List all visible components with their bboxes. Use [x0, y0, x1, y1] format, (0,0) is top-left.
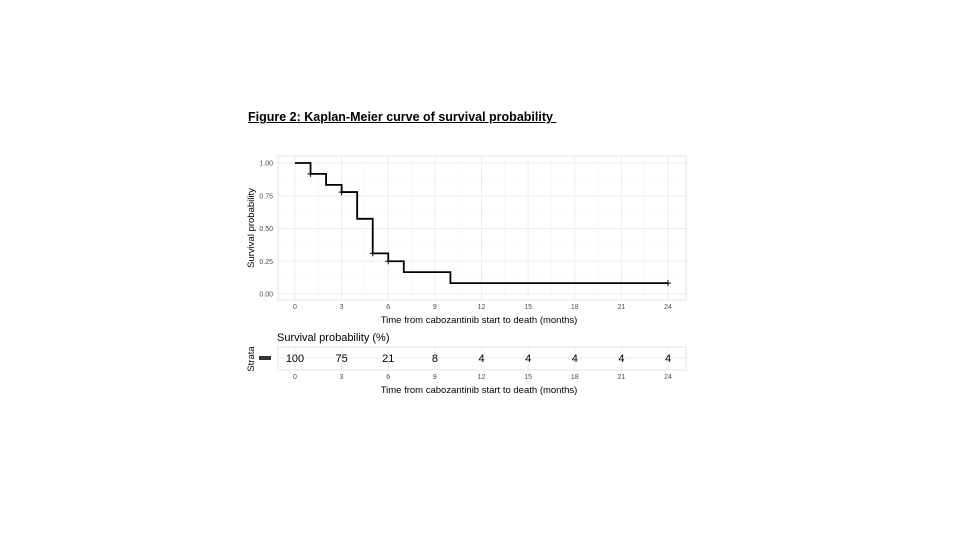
risk-x-tick-label: 3	[340, 374, 344, 381]
risk-x-tick-label: 12	[478, 374, 486, 381]
risk-x-tick-labels: 0 3 6 9 12 15 18 21 24	[293, 374, 672, 381]
km-x-tick-label: 0	[293, 304, 297, 311]
km-x-tick-label: 21	[617, 304, 625, 311]
km-x-axis-label: Time from cabozantinib start to death (m…	[381, 315, 578, 326]
risk-panel-background	[277, 346, 687, 371]
km-gridlines	[278, 156, 686, 300]
risk-x-tick-label: 6	[386, 374, 390, 381]
km-y-tick-label: 0.25	[259, 259, 273, 266]
km-curve	[295, 162, 671, 287]
risk-table-value: 100	[286, 353, 304, 365]
strata-legend-key	[259, 356, 271, 360]
km-panel-background	[277, 155, 687, 301]
km-x-tick-labels: 0 3 6 9 12 15 18 21 24	[293, 304, 672, 311]
risk-strata-label: Strata	[246, 346, 257, 372]
km-censor-mark	[385, 258, 392, 265]
risk-table-panel	[277, 346, 687, 371]
km-x-tick-label: 6	[386, 304, 390, 311]
risk-x-tick-label: 9	[433, 374, 437, 381]
km-y-tick-labels: 0.00 0.25 0.50 0.75 1.00	[259, 161, 273, 299]
risk-x-tick-label: 18	[571, 374, 579, 381]
km-y-tick-label: 0.75	[259, 193, 273, 200]
km-y-axis-label: Survival probability	[246, 188, 257, 268]
risk-x-tick-label: 21	[617, 374, 625, 381]
risk-table-value: 21	[382, 353, 394, 365]
km-x-tick-label: 12	[478, 304, 486, 311]
risk-table-value: 4	[618, 353, 624, 365]
risk-table-value: 75	[336, 353, 348, 365]
risk-x-tick-label: 24	[664, 374, 672, 381]
risk-table-value: 4	[525, 353, 531, 365]
km-x-tick-label: 3	[340, 304, 344, 311]
risk-x-axis-label: Time from cabozantinib start to death (m…	[381, 385, 578, 396]
risk-table-value: 4	[665, 353, 671, 365]
km-x-tick-label: 9	[433, 304, 437, 311]
km-x-tick-label: 24	[664, 304, 672, 311]
risk-table-value: 4	[478, 353, 484, 365]
risk-table-value: 4	[572, 353, 578, 365]
km-censor-mark	[338, 189, 345, 196]
risk-x-tick-label: 15	[524, 374, 532, 381]
km-censor-mark	[665, 280, 671, 287]
km-y-tick-label: 0.50	[259, 226, 273, 233]
km-censor-mark	[307, 170, 314, 177]
km-plot-panel	[277, 155, 687, 301]
risk-x-tick-label: 0	[293, 374, 297, 381]
km-survival-step-line	[295, 162, 668, 285]
km-y-tick-label: 1.00	[259, 161, 273, 168]
risk-table-title: Survival probability (%)	[277, 332, 389, 344]
km-censor-mark	[369, 250, 376, 257]
risk-table-values: 100 75 21 8 4 4 4 4 4	[286, 353, 671, 365]
figure-title: Figure 2: Kaplan-Meier curve of survival…	[248, 110, 557, 124]
km-y-tick-label: 0.00	[259, 292, 273, 299]
km-x-tick-label: 15	[524, 304, 532, 311]
km-x-tick-label: 18	[571, 304, 579, 311]
risk-table-value: 8	[432, 353, 438, 365]
